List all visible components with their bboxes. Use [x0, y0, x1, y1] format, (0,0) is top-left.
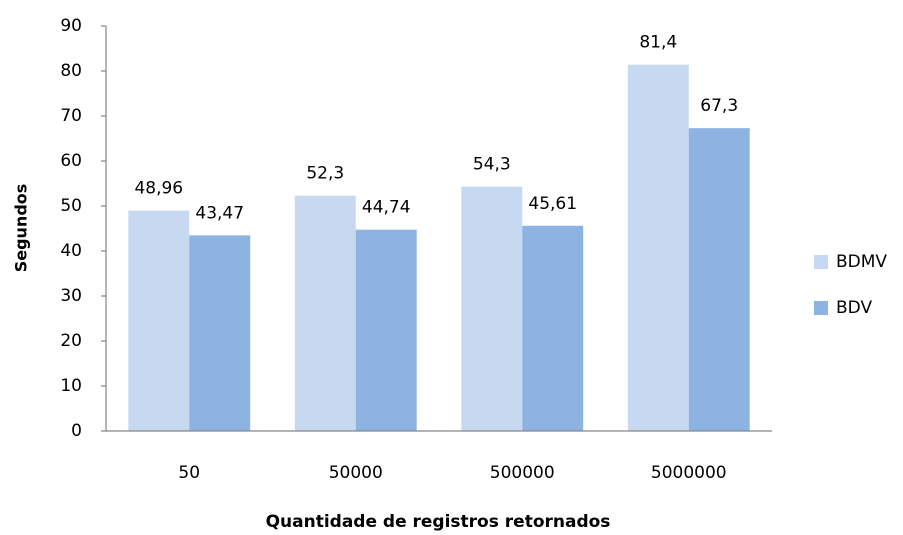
x-axis-label: Quantidade de registros retornados	[266, 512, 611, 532]
y-tick-label: 50	[60, 196, 82, 216]
bar	[355, 229, 417, 431]
legend-swatch	[814, 255, 828, 269]
bar	[128, 210, 190, 431]
bar	[461, 186, 523, 431]
bar	[189, 235, 251, 431]
bar	[627, 64, 689, 431]
value-label: 43,47	[195, 203, 244, 223]
legend-label: BDV	[836, 298, 872, 318]
value-label: 81,4	[639, 33, 677, 53]
y-tick-label: 90	[60, 16, 82, 36]
legend-swatch	[814, 301, 828, 315]
y-tick-label: 80	[60, 61, 82, 81]
y-tick-label: 20	[60, 331, 82, 351]
y-tick-label: 30	[60, 286, 82, 306]
bar	[522, 225, 584, 431]
value-label: 54,3	[473, 155, 511, 175]
bar	[294, 195, 356, 431]
y-tick-label: 60	[60, 151, 82, 171]
x-tick-label: 50000	[329, 463, 383, 483]
x-tick-label: 500000	[490, 463, 555, 483]
bar	[688, 128, 750, 431]
y-axis-label: Segundos	[12, 184, 31, 273]
y-tick-label: 70	[60, 106, 82, 126]
value-label: 67,3	[700, 96, 738, 116]
legend-label: BDMV	[836, 252, 887, 272]
y-tick-label: 0	[71, 421, 82, 441]
y-tick-label: 10	[60, 376, 82, 396]
value-label: 48,96	[134, 179, 183, 199]
value-label: 52,3	[306, 164, 344, 184]
x-tick-label: 50	[178, 463, 200, 483]
value-label: 45,61	[528, 194, 577, 214]
y-tick-label: 40	[60, 241, 82, 261]
value-label: 44,74	[362, 198, 411, 218]
x-tick-label: 5000000	[651, 463, 727, 483]
